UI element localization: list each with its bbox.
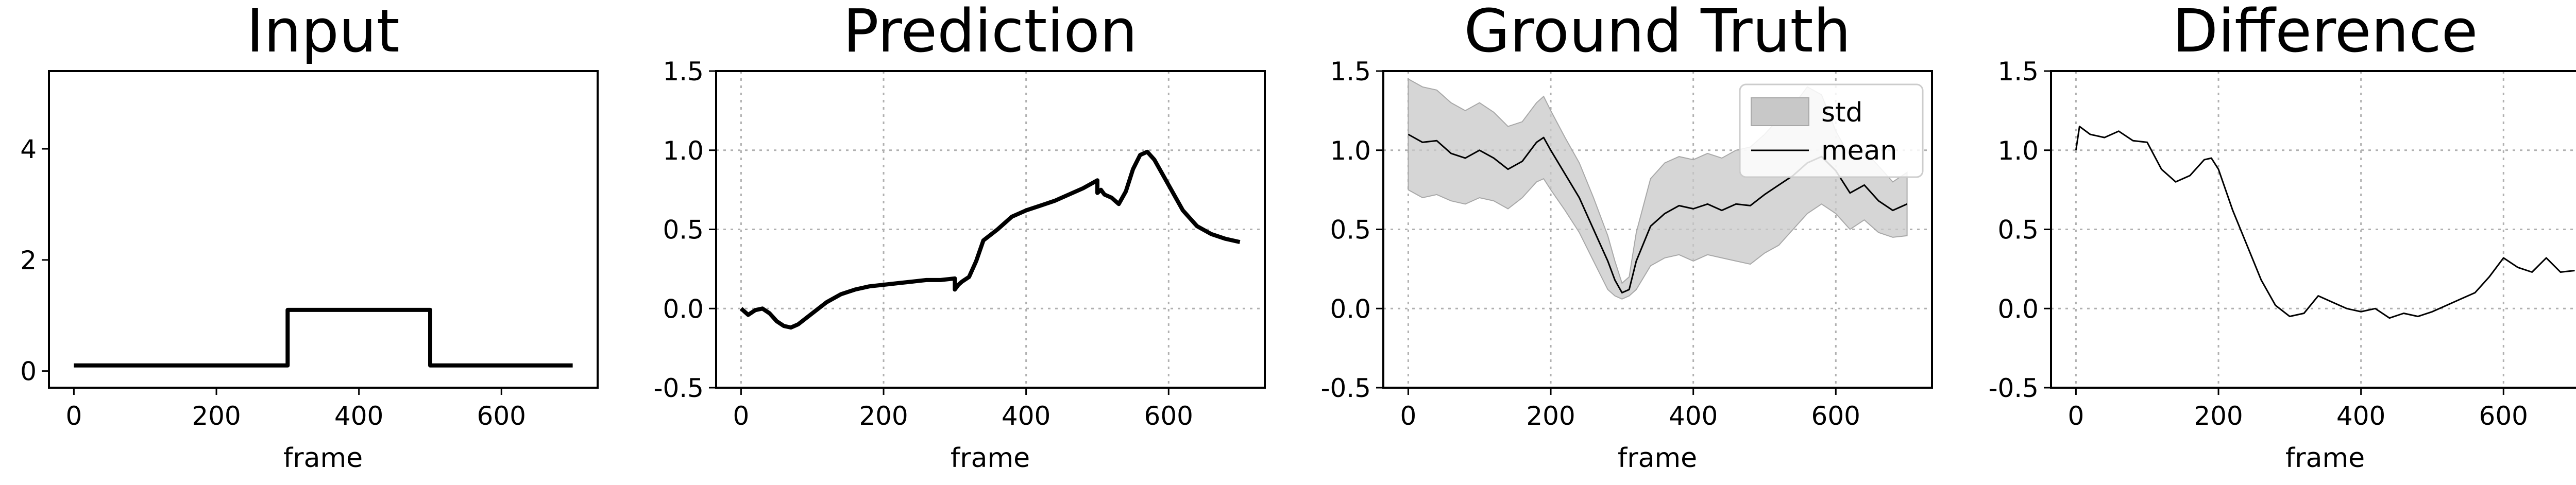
x-tick-label: 600 <box>1144 401 1193 431</box>
x-tick-label: 200 <box>2194 401 2243 431</box>
y-tick-label: 4 <box>20 134 37 164</box>
x-tick-label: 600 <box>2479 401 2528 431</box>
legend-label-mean: mean <box>1821 135 1897 166</box>
legend-swatch-std <box>1751 97 1809 126</box>
x-tick-label: 400 <box>2336 401 2385 431</box>
panel-input: Input frame 0 200 400 600 0 2 4 <box>20 0 599 474</box>
legend-label-std: std <box>1821 97 1863 128</box>
y-tick-label: -0.5 <box>653 373 704 403</box>
x-tick-label: 400 <box>334 401 383 431</box>
x-tick-label: 200 <box>859 401 908 431</box>
y-tick-label: 0.5 <box>663 215 704 245</box>
panel-title: Prediction <box>843 0 1137 66</box>
y-tick-label: 0.5 <box>1330 215 1371 245</box>
panel-difference: Difference frame 0 200 400 600 -0.5 0.0 0.5 1.0… <box>1988 0 2576 474</box>
x-tick-label: 400 <box>1002 401 1050 431</box>
x-axis-label: frame <box>283 443 363 474</box>
x-tick-label: 200 <box>1526 401 1575 431</box>
x-tick-label: 400 <box>1669 401 1718 431</box>
y-tick-label: 1.0 <box>663 136 704 166</box>
panel-title: Input <box>246 0 400 66</box>
y-tick-label: 1.5 <box>1997 57 2039 86</box>
series-line <box>739 149 1241 330</box>
series-line <box>74 307 573 368</box>
plot-frame <box>48 70 599 389</box>
y-tick-label: -0.5 <box>1320 373 1371 403</box>
x-tick-label: 0 <box>1400 401 1417 431</box>
panel-prediction: Prediction frame 0 200 400 600 -0.5 0.0 0.5 1.0… <box>653 0 1266 474</box>
x-tick-label: 600 <box>1811 401 1860 431</box>
y-tick-label: 1.5 <box>1330 57 1371 86</box>
y-tick-label: -0.5 <box>1988 373 2039 403</box>
x-axis-label: frame <box>1618 443 1697 474</box>
y-tick-label: 0.5 <box>1997 215 2039 245</box>
series-line <box>2075 126 2575 319</box>
plot-frame <box>2050 70 2576 389</box>
x-axis-label: frame <box>2285 443 2365 474</box>
y-tick-label: 0 <box>20 357 37 387</box>
y-tick-label: 2 <box>20 246 37 275</box>
panel-title: Ground Truth <box>1464 0 1851 66</box>
y-tick-label: 0.0 <box>1330 294 1371 324</box>
panel-title: Difference <box>2173 0 2478 66</box>
panel-ground-truth: Ground Truth frame 0 200 400 600 -0.5 0.0 0.5 1… <box>1320 0 1933 474</box>
x-tick-label: 200 <box>192 401 241 431</box>
x-axis-label: frame <box>951 443 1030 474</box>
y-tick-label: 0.0 <box>1997 294 2039 324</box>
y-tick-label: 1.5 <box>663 57 704 86</box>
x-tick-label: 0 <box>733 401 750 431</box>
y-tick-label: 1.0 <box>1330 136 1371 166</box>
x-tick-label: 600 <box>477 401 526 431</box>
x-tick-label: 0 <box>2068 401 2084 431</box>
y-tick-label: 1.0 <box>1997 136 2039 166</box>
y-tick-label: 0.0 <box>663 294 704 324</box>
x-tick-label: 0 <box>66 401 82 431</box>
